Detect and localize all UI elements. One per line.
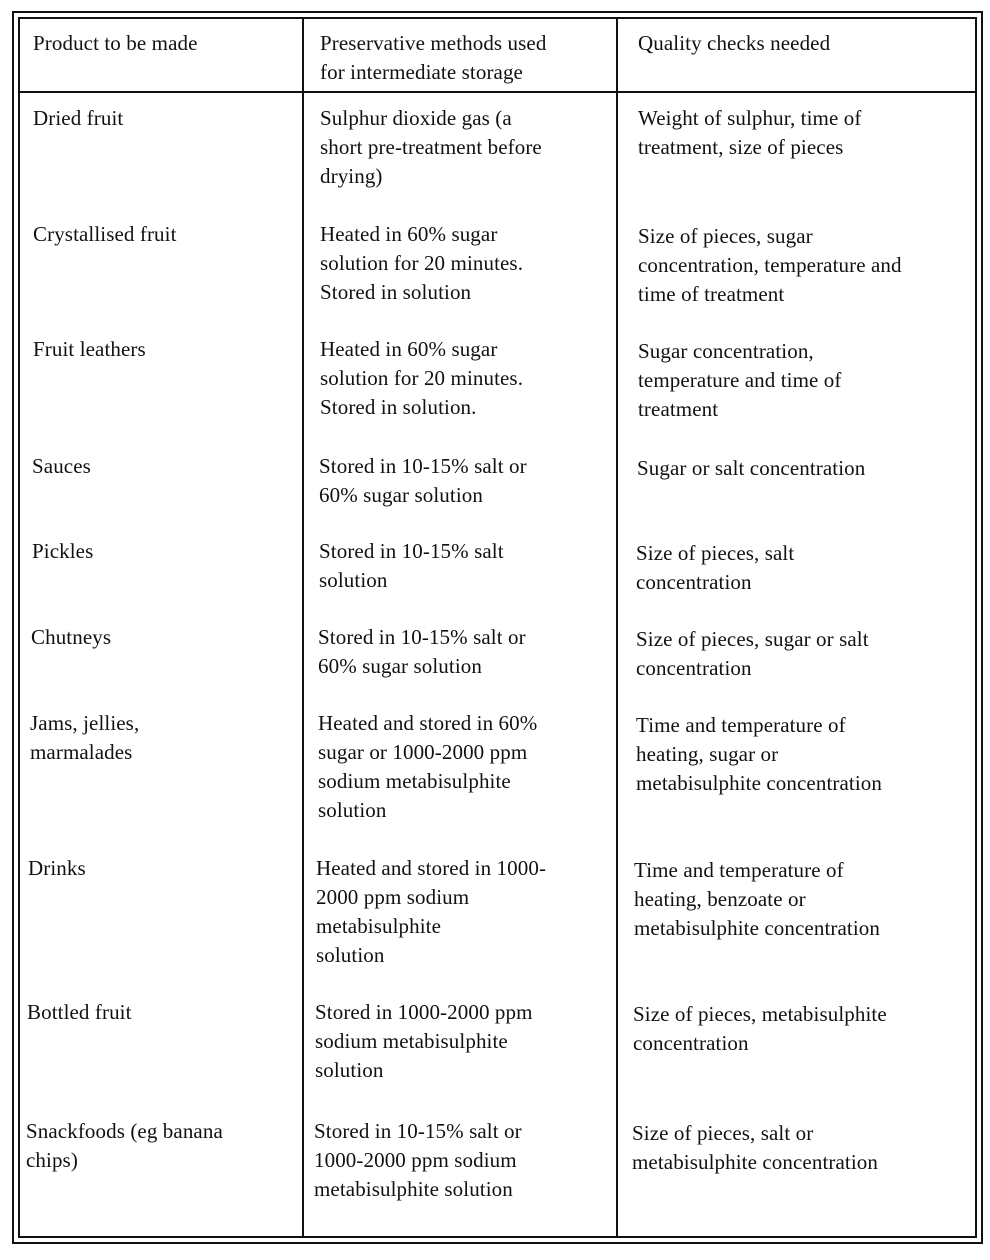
cell-method: Stored in 1000-2000 ppm sodium metabisul… bbox=[315, 1000, 533, 1082]
cell-method: Stored in 10-15% salt or 1000-2000 ppm s… bbox=[314, 1119, 522, 1201]
table-inner-border bbox=[18, 17, 977, 1238]
cell-method: Heated and stored in 60% sugar or 1000-2… bbox=[318, 711, 538, 822]
cell-product: Dried fruit bbox=[33, 106, 124, 130]
cell-method: Heated in 60% sugar solution for 20 minu… bbox=[320, 337, 524, 419]
cell-method: Stored in 10-15% salt or 60% sugar solut… bbox=[318, 625, 526, 678]
cell-quality-checks: Time and temperature of heating, sugar o… bbox=[636, 713, 882, 795]
cell-method: Heated and stored in 1000- 2000 ppm sodi… bbox=[316, 856, 547, 967]
cell-product: Drinks bbox=[28, 856, 86, 880]
cell-quality-checks: Sugar or salt concentration bbox=[637, 456, 866, 480]
header-divider bbox=[18, 91, 977, 93]
column-divider bbox=[302, 17, 304, 1238]
cell-product: Chutneys bbox=[31, 625, 112, 649]
cell-product: Jams, jellies, marmalades bbox=[30, 711, 140, 764]
header-product: Product to be made bbox=[33, 31, 198, 55]
cell-quality-checks: Size of pieces, sugar or salt concentrat… bbox=[636, 627, 869, 680]
column-divider bbox=[616, 17, 618, 1238]
cell-quality-checks: Weight of sulphur, time of treatment, si… bbox=[638, 106, 862, 159]
table-outer-border bbox=[12, 11, 983, 1244]
header-methods: Preservative methods used for intermedia… bbox=[320, 31, 547, 84]
cell-product: Sauces bbox=[32, 454, 91, 478]
cell-method: Sulphur dioxide gas (a short pre-treatme… bbox=[320, 106, 542, 188]
cell-product: Bottled fruit bbox=[27, 1000, 132, 1024]
cell-method: Heated in 60% sugar solution for 20 minu… bbox=[320, 222, 524, 304]
header-quality: Quality checks needed bbox=[638, 31, 831, 55]
cell-quality-checks: Size of pieces, metabisulphite concentra… bbox=[633, 1002, 887, 1055]
cell-method: Stored in 10-15% salt solution bbox=[319, 539, 504, 592]
cell-method: Stored in 10-15% salt or 60% sugar solut… bbox=[319, 454, 527, 507]
cell-quality-checks: Size of pieces, salt or metabisulphite c… bbox=[632, 1121, 878, 1174]
cell-quality-checks: Size of pieces, sugar concentration, tem… bbox=[638, 224, 902, 306]
cell-product: Pickles bbox=[32, 539, 94, 563]
cell-product: Snackfoods (eg banana chips) bbox=[26, 1119, 223, 1172]
cell-quality-checks: Size of pieces, salt concentration bbox=[636, 541, 795, 594]
cell-product: Crystallised fruit bbox=[33, 222, 177, 246]
cell-product: Fruit leathers bbox=[33, 337, 146, 361]
cell-quality-checks: Time and temperature of heating, benzoat… bbox=[634, 858, 880, 940]
cell-quality-checks: Sugar concentration, temperature and tim… bbox=[638, 339, 842, 421]
